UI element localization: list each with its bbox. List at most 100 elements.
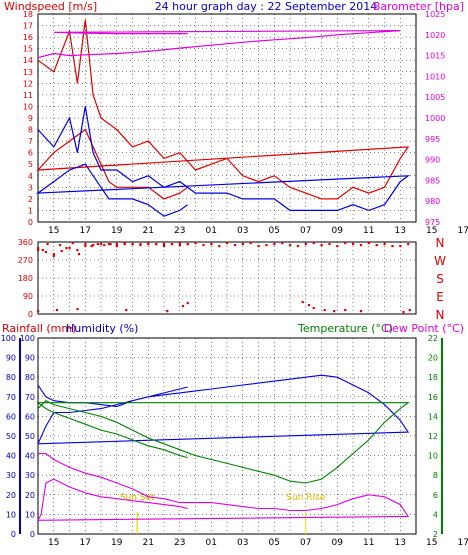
direction-point	[44, 251, 48, 254]
compass-letter: E	[436, 290, 444, 304]
direction-point	[296, 245, 300, 248]
left-tick-label: 13	[23, 68, 33, 77]
series-line-speed	[36, 106, 411, 217]
direction-point	[115, 243, 118, 246]
direction-point	[100, 243, 103, 246]
temperature-tick-label: 14	[428, 412, 438, 421]
left-tick-label: 0	[28, 218, 33, 227]
direction-point	[273, 243, 276, 246]
direction-point	[257, 245, 260, 248]
direction-point	[76, 308, 79, 311]
direction-point	[249, 242, 252, 245]
temperature-tick-label: 6	[433, 491, 438, 500]
direction-point	[399, 245, 402, 248]
x-tick-label: 15	[48, 226, 59, 236]
direction-point	[55, 309, 59, 312]
direction-point	[123, 243, 126, 246]
left-tick-label: 14	[23, 56, 33, 65]
direction-point	[336, 245, 339, 248]
direction-point	[84, 245, 87, 248]
x-tick-label: 11	[363, 538, 374, 548]
direction-point	[170, 243, 174, 246]
barometer-axis-label: Barometer [hpa]	[373, 0, 464, 13]
direction-point	[166, 310, 169, 313]
left-tick-label: 9	[28, 114, 33, 123]
right-tick-label: 1005	[425, 93, 445, 102]
temperature-tick-label: 12	[428, 432, 438, 441]
chart-title: 24 hour graph day : 22 September 2014	[155, 0, 378, 13]
x-tick-label: 13	[395, 226, 406, 236]
direction-tick-label: 360	[18, 238, 33, 247]
x-tick-label: 09	[332, 538, 344, 548]
direction-point	[60, 250, 63, 253]
x-tick-label: 23	[174, 538, 185, 548]
x-tick-label: 23	[174, 226, 185, 236]
sun-annotation: Sun Set	[120, 493, 155, 503]
right-tick-label: 990	[425, 156, 440, 165]
humidity-axis-label: Humidity (%)	[66, 322, 138, 335]
temperature-tick-label: 20	[428, 354, 438, 363]
left-tick-label: 10	[23, 102, 33, 111]
x-tick-label: 19	[111, 538, 123, 548]
direction-point	[181, 305, 185, 308]
series-line-temperature	[36, 400, 410, 484]
direction-point	[92, 244, 95, 247]
humidity-tick-label: 40	[25, 452, 35, 461]
right-tick-label: 980	[425, 197, 440, 206]
right-tick-label: 975	[425, 218, 440, 227]
axis-layer: 1515171719192121232301010303050507070909…	[1, 10, 468, 548]
x-tick-label: 17	[80, 538, 91, 548]
rainfall-tick-label: 100	[1, 334, 16, 343]
left-tick-label: 7	[28, 137, 33, 146]
temperature-tick-label: 16	[428, 393, 438, 402]
x-tick-label: 01	[206, 538, 217, 548]
series-layer	[36, 19, 411, 521]
direction-point	[359, 310, 363, 313]
x-tick-label: 15	[48, 538, 59, 548]
x-tick-label: 07	[300, 226, 311, 236]
right-tick-label: 1000	[425, 114, 445, 123]
humidity-tick-label: 50	[25, 432, 35, 441]
direction-point	[391, 245, 394, 248]
direction-point	[383, 243, 386, 246]
direction-point	[125, 309, 128, 312]
direction-point	[301, 301, 304, 304]
x-tick-label: 15	[426, 226, 437, 236]
rainfall-tick-label: 30	[6, 471, 16, 480]
direction-tick-label: 90	[23, 292, 33, 301]
left-tick-label: 12	[23, 79, 33, 88]
direction-point	[37, 247, 40, 250]
series-line-barometer	[37, 30, 401, 59]
direction-point	[107, 243, 111, 246]
x-tick-label: 21	[143, 226, 154, 236]
left-tick-label: 11	[23, 91, 33, 100]
direction-point	[71, 242, 74, 245]
temperature-tick-label: 2	[433, 530, 438, 539]
compass-letter: W	[434, 254, 446, 268]
x-tick-label: 15	[426, 538, 437, 548]
x-tick-label: 19	[111, 226, 123, 236]
x-tick-label: 17	[458, 226, 468, 236]
x-tick-label: 03	[237, 226, 248, 236]
left-tick-label: 8	[28, 126, 33, 135]
direction-point	[265, 244, 268, 247]
direction-point	[312, 307, 315, 310]
direction-point	[352, 243, 355, 246]
direction-point	[344, 309, 347, 312]
direction-point	[402, 311, 405, 314]
direction-tick-label: 270	[18, 256, 33, 265]
left-tick-label: 6	[28, 149, 33, 158]
temperature-tick-label: 8	[433, 471, 438, 480]
rainfall-tick-label: 0	[11, 530, 16, 539]
direction-point	[333, 310, 336, 313]
direction-point	[178, 242, 181, 245]
direction-point	[320, 244, 323, 247]
humidity-tick-label: 90	[25, 354, 35, 363]
grid-layer	[37, 13, 417, 535]
direction-point	[186, 243, 189, 246]
direction-point	[312, 242, 315, 245]
direction-point	[407, 243, 410, 246]
left-tick-label: 1	[28, 206, 33, 215]
right-tick-label: 1010	[425, 72, 445, 81]
